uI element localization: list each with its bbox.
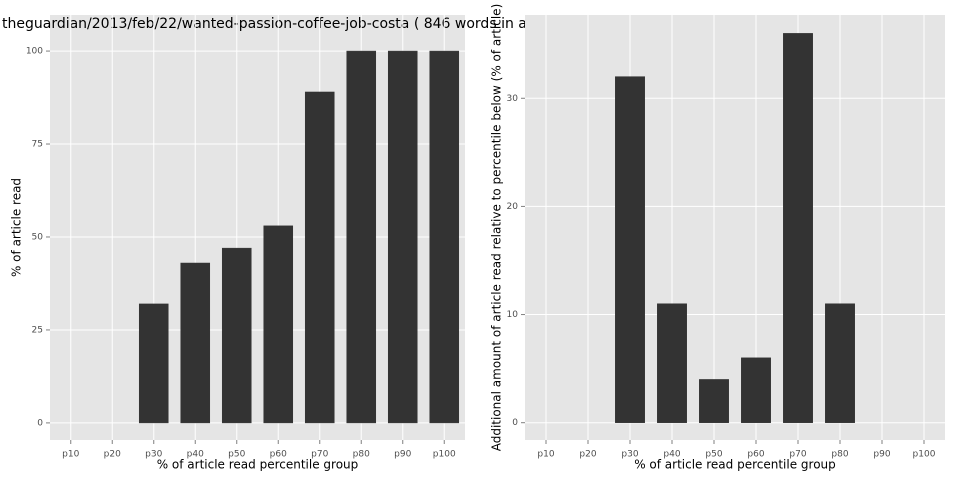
y-tick-label: 75 xyxy=(32,140,43,150)
bar xyxy=(657,303,687,423)
y-tick-label: 20 xyxy=(507,202,519,212)
bar xyxy=(138,303,169,424)
x-axis-label: % of article read percentile group xyxy=(634,458,836,472)
x-tick-label: p50 xyxy=(228,450,245,460)
y-tick-label: 30 xyxy=(507,94,519,104)
x-tick-label: p20 xyxy=(104,450,121,460)
x-tick-label: p90 xyxy=(394,450,411,460)
bar xyxy=(346,50,377,424)
chart-title: theguardian/2013/feb/22/wanted-passion-c… xyxy=(2,16,533,32)
bar xyxy=(429,50,460,424)
x-tick-label: p30 xyxy=(621,450,638,460)
x-tick-label: p10 xyxy=(62,450,79,460)
y-tick-label: 50 xyxy=(32,232,44,242)
bar xyxy=(387,50,418,424)
bar xyxy=(699,379,729,423)
y-tick-label: 0 xyxy=(512,418,518,428)
x-tick-label: p80 xyxy=(353,450,370,460)
x-tick-label: p20 xyxy=(579,450,596,460)
bar xyxy=(263,225,294,424)
y-axis-label: % of article read xyxy=(10,178,24,277)
x-tick-label: p100 xyxy=(433,450,456,460)
y-tick-label: 25 xyxy=(32,325,43,335)
y-tick-label: 0 xyxy=(37,418,43,428)
y-tick-label: 100 xyxy=(26,47,43,57)
bar xyxy=(825,303,855,423)
x-tick-label: p70 xyxy=(311,450,328,460)
x-tick-label: p60 xyxy=(270,450,287,460)
y-tick-label: 10 xyxy=(507,310,519,320)
x-tick-label: p80 xyxy=(831,450,848,460)
x-axis-label: % of article read percentile group xyxy=(157,458,359,472)
y-axis-label: Additional amount of article read relati… xyxy=(490,4,504,452)
x-tick-label: p30 xyxy=(145,450,162,460)
bar xyxy=(221,247,252,424)
bar xyxy=(304,91,335,424)
plot-panel xyxy=(525,15,945,440)
x-tick-label: p100 xyxy=(913,450,936,460)
x-tick-label: p40 xyxy=(663,450,680,460)
x-tick-label: p60 xyxy=(747,450,764,460)
x-tick-label: p90 xyxy=(873,450,890,460)
x-tick-label: p70 xyxy=(789,450,806,460)
x-tick-label: p10 xyxy=(537,450,554,460)
x-tick-label: p50 xyxy=(705,450,722,460)
bar xyxy=(741,357,771,423)
bar xyxy=(783,33,813,423)
x-tick-label: p40 xyxy=(187,450,204,460)
bar xyxy=(615,76,645,423)
bar xyxy=(180,262,211,424)
